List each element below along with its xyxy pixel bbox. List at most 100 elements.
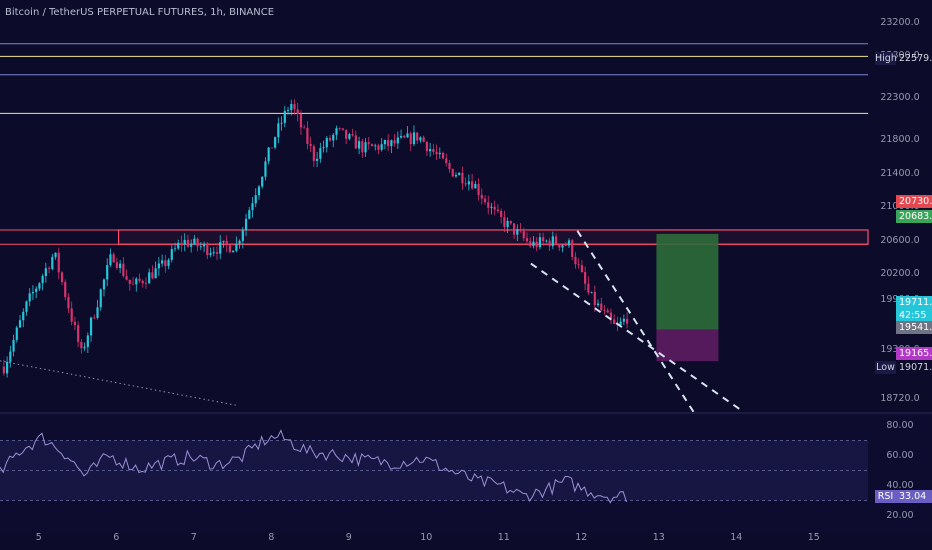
candle-body-97 [316, 158, 319, 161]
candle-body-106 [345, 129, 348, 139]
candle-body-79 [257, 186, 261, 196]
candle-body-77 [251, 203, 254, 211]
candle-body-137 [445, 158, 448, 164]
candle-body-71 [232, 250, 235, 253]
candle-body-86 [280, 122, 283, 124]
candle-body-76 [248, 210, 251, 219]
candle-body-28 [93, 317, 96, 319]
candle-body-110 [357, 141, 361, 149]
candle-body-63 [206, 244, 209, 256]
candle-body-57 [186, 239, 190, 247]
candle-body-188 [609, 312, 613, 320]
side-tag-label: Low [875, 361, 896, 374]
side-tag-label: High [875, 52, 897, 65]
rsi-tick-label: 40.00 [886, 479, 914, 491]
candle-body-116 [377, 145, 380, 150]
candle-body-154 [500, 210, 503, 218]
candle-body-11 [38, 283, 41, 289]
candle-body-26 [86, 335, 89, 347]
candle-body-146 [474, 183, 477, 189]
time-tick-label: 13 [652, 532, 665, 543]
candle-body-38 [125, 275, 128, 280]
candle-body-75 [244, 218, 248, 231]
price-tick-label: 20200.0 [880, 268, 920, 280]
candle-body-103 [335, 128, 338, 135]
chart-title: Bitcoin / TetherUS PERPETUAL FUTURES, 1h… [5, 7, 275, 18]
time-tick-label: 12 [575, 532, 588, 543]
candle-body-138 [448, 163, 451, 169]
candle-body-67 [219, 241, 222, 254]
candle-body-149 [483, 198, 487, 203]
candle-body-133 [432, 149, 435, 152]
candle-body-150 [487, 202, 490, 208]
position-box [656, 233, 719, 362]
trendline-1 [530, 262, 741, 411]
candle-body-136 [441, 152, 445, 159]
candle-body-82 [267, 147, 270, 162]
stop-zone [656, 329, 719, 362]
candle-body-32 [106, 265, 109, 280]
candle-body-21 [70, 308, 73, 322]
time-tick-label: 5 [35, 532, 42, 543]
candle-body-163 [529, 241, 532, 247]
candle-body-130 [422, 137, 425, 142]
candle-body-172 [558, 244, 561, 248]
candle-body-91 [296, 109, 299, 114]
candle-body-95 [309, 143, 312, 147]
candle-body-127 [412, 132, 416, 145]
candle-body-33 [109, 254, 112, 266]
candle-body-173 [561, 245, 564, 248]
candle-body-90 [293, 104, 296, 110]
candle-body-179 [580, 265, 583, 273]
price-tick-label: 20600.0 [880, 234, 920, 246]
candle-body-58 [190, 243, 193, 247]
candle-body-7 [25, 301, 28, 312]
price-tag: 19165.7 [896, 347, 932, 360]
candle-body-114 [370, 144, 374, 147]
candle-body-98 [319, 148, 322, 159]
candle-body-25 [83, 346, 86, 349]
candle-body-35 [115, 262, 118, 268]
candle-body-8 [28, 293, 31, 302]
candle-body-117 [380, 144, 383, 150]
candle-body-148 [480, 194, 483, 199]
candle-body-84 [274, 137, 277, 148]
candle-body-96 [312, 146, 315, 161]
candle-body-68 [222, 240, 225, 242]
candle-body-54 [177, 242, 180, 249]
rsi-line [0, 429, 627, 504]
candle-body-191 [619, 321, 622, 325]
price-tag: 20730.0 [896, 195, 932, 208]
candle-body-141 [458, 172, 461, 176]
candles [2, 99, 629, 378]
price-tick-label: 23200.0 [880, 16, 920, 28]
candle-body-5 [18, 320, 22, 328]
candle-body-0 [2, 366, 5, 374]
candle-body-31 [102, 279, 106, 290]
candle-body-120 [390, 140, 393, 147]
time-tick-label: 7 [190, 532, 197, 543]
candle-body-10 [35, 288, 38, 292]
side-tag-value: 19071.6 [899, 362, 932, 373]
candle-body-115 [374, 145, 377, 147]
candle-body-93 [303, 127, 306, 129]
candle-body-118 [383, 139, 387, 145]
candle-body-29 [96, 307, 99, 318]
candle-body-83 [270, 147, 273, 149]
candle-body-92 [299, 113, 303, 128]
time-tick-label: 9 [345, 532, 352, 543]
candle-body-59 [193, 238, 196, 244]
candle-body-39 [128, 279, 131, 284]
candle-body-19 [64, 282, 67, 298]
candle-body-139 [451, 168, 454, 177]
candle-body-184 [596, 303, 600, 306]
candle-body-143 [464, 183, 467, 185]
candle-body-192 [622, 318, 625, 322]
candle-body-112 [364, 142, 367, 153]
countdown-label: 42:55 [899, 310, 927, 321]
candle-body-70 [228, 245, 232, 253]
candle-body-125 [406, 133, 409, 138]
candle-body-152 [493, 206, 496, 210]
candle-body-17 [57, 252, 60, 273]
